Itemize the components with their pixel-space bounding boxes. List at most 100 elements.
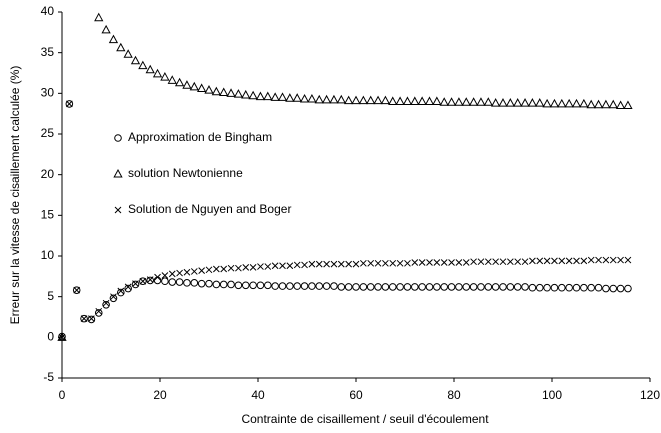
point	[183, 279, 191, 287]
point	[116, 42, 126, 52]
point	[402, 96, 413, 105]
point	[227, 264, 235, 272]
point	[521, 283, 529, 291]
point	[190, 279, 199, 287]
point	[388, 283, 397, 291]
point	[411, 259, 419, 266]
point	[219, 280, 228, 289]
legend-label: solution Newtonienne	[128, 166, 243, 180]
point	[565, 257, 573, 265]
point	[411, 283, 419, 291]
point	[189, 81, 199, 91]
point	[455, 259, 463, 266]
point	[211, 86, 221, 96]
point	[506, 283, 515, 291]
point	[198, 267, 206, 274]
y-tick-label: -5	[43, 370, 54, 384]
point	[513, 98, 523, 107]
x-tick-label: 40	[251, 388, 265, 402]
point	[586, 99, 596, 109]
point	[433, 259, 441, 266]
point	[528, 283, 537, 292]
point	[543, 257, 551, 265]
point	[595, 256, 602, 264]
point	[345, 260, 353, 268]
point	[549, 98, 560, 108]
point	[484, 258, 492, 266]
point	[190, 268, 198, 275]
point	[204, 85, 214, 94]
point	[233, 89, 244, 98]
legend-marker	[114, 134, 122, 142]
point	[241, 281, 250, 290]
point	[439, 97, 449, 106]
point	[395, 96, 405, 105]
point	[462, 283, 471, 291]
point	[513, 283, 522, 291]
point	[492, 258, 500, 266]
point	[542, 98, 552, 108]
point	[176, 269, 183, 277]
point	[94, 309, 103, 317]
y-tick-label: 25	[41, 126, 55, 140]
point	[271, 262, 279, 270]
point	[609, 284, 618, 293]
point	[197, 83, 207, 92]
y-tick-label: 10	[41, 248, 55, 262]
point	[227, 280, 235, 289]
point	[609, 256, 617, 264]
point	[117, 288, 125, 297]
point	[182, 80, 192, 89]
x-tick-label: 0	[59, 388, 66, 402]
point	[381, 283, 390, 291]
point	[167, 75, 177, 84]
point	[543, 283, 551, 292]
point	[529, 257, 536, 265]
point	[108, 34, 119, 44]
point	[255, 91, 266, 101]
y-tick-label: 30	[41, 86, 55, 100]
point	[498, 98, 508, 107]
point	[132, 280, 139, 288]
point	[535, 283, 544, 292]
point	[109, 294, 118, 303]
point	[527, 98, 538, 107]
point	[396, 283, 404, 291]
legend-label: Approximation de Bingham	[128, 130, 272, 144]
point	[337, 283, 346, 291]
point	[344, 95, 354, 105]
point	[602, 256, 610, 264]
point	[417, 96, 427, 105]
point	[235, 264, 242, 272]
point	[446, 97, 457, 106]
point	[477, 258, 485, 266]
point	[623, 100, 633, 110]
point	[448, 259, 455, 266]
point	[161, 277, 169, 286]
point	[425, 283, 434, 291]
point	[168, 278, 177, 286]
point	[286, 282, 294, 290]
point	[403, 283, 412, 291]
point	[257, 263, 264, 270]
legend-marker	[114, 206, 122, 214]
point	[462, 259, 470, 266]
x-tick-label: 20	[153, 388, 167, 402]
point	[505, 98, 515, 107]
point	[587, 256, 595, 264]
point	[256, 281, 265, 290]
x-tick-label: 60	[349, 388, 363, 402]
point	[352, 283, 360, 291]
point	[65, 100, 74, 108]
point	[205, 279, 213, 288]
point	[197, 279, 206, 288]
point	[624, 284, 632, 293]
point	[271, 282, 279, 290]
point	[468, 97, 479, 106]
point	[110, 293, 117, 301]
point	[579, 98, 589, 108]
point	[477, 283, 485, 291]
point	[301, 261, 308, 269]
y-tick-label: 35	[41, 45, 55, 59]
point	[205, 266, 213, 274]
